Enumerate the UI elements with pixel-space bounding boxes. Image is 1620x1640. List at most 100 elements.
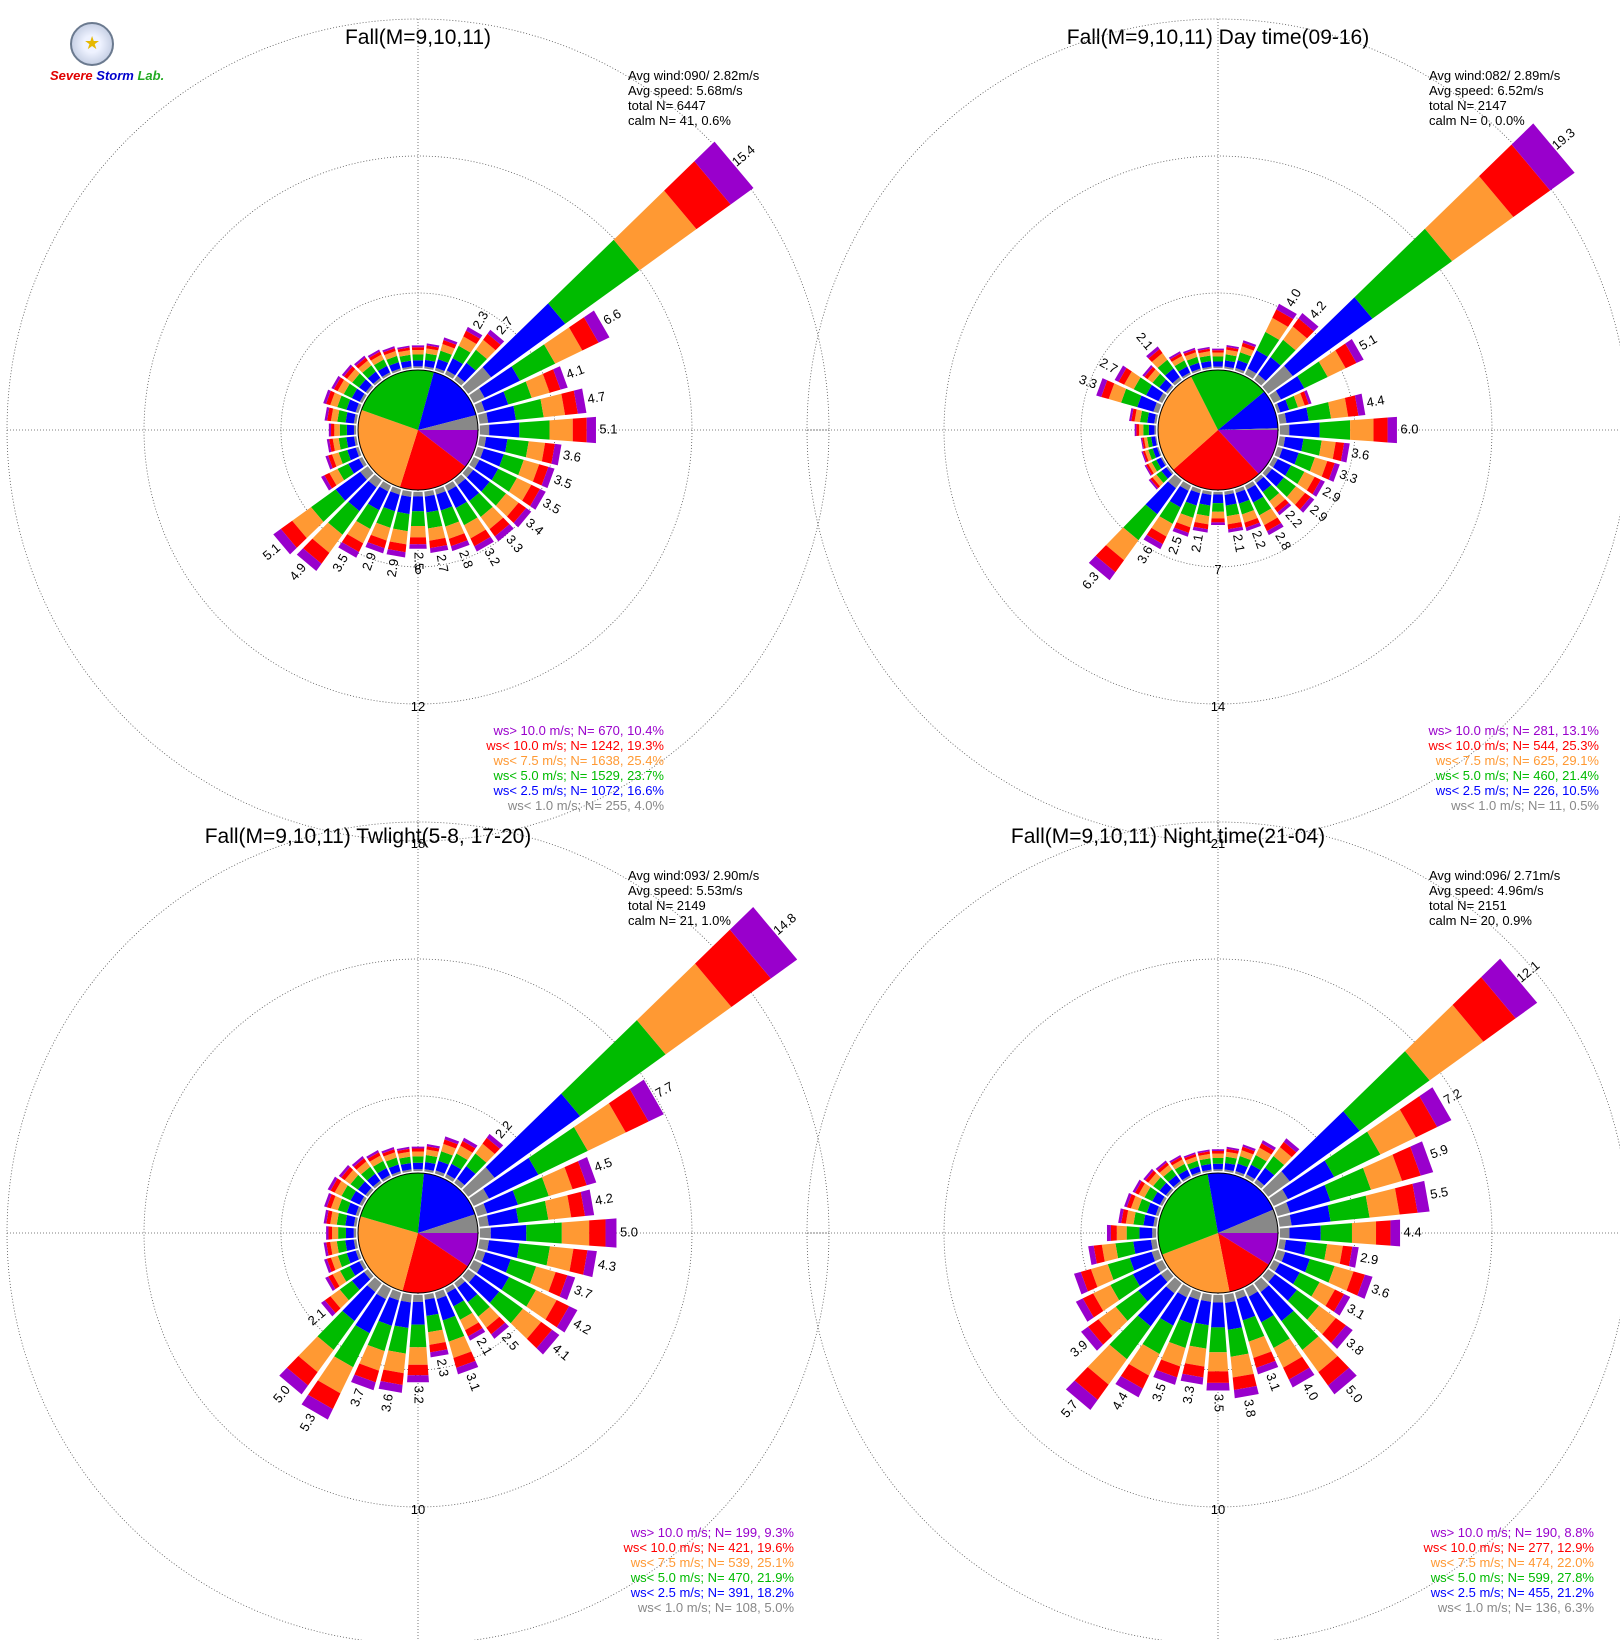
bar-segment-blue bbox=[1211, 1302, 1225, 1328]
bar-segment-gray bbox=[462, 1269, 476, 1283]
bar-segment-gray bbox=[1274, 446, 1283, 458]
bar-segment-blue bbox=[1284, 407, 1309, 424]
bar-segment-red bbox=[442, 340, 457, 349]
bar-segment-purple bbox=[583, 1250, 597, 1278]
bar-segment-blue bbox=[350, 1190, 365, 1205]
direction-bar: 2.5 bbox=[409, 491, 427, 570]
bar-segment-blue bbox=[1148, 424, 1155, 436]
bar-segment-purple bbox=[321, 475, 332, 491]
bar-segment-gray bbox=[1167, 474, 1182, 489]
bar-segment-green bbox=[1151, 459, 1162, 472]
bar-value-label: 2.9 bbox=[1320, 483, 1343, 505]
bar-segment-orange bbox=[1130, 1195, 1142, 1211]
bar-segment-gray bbox=[454, 1178, 465, 1189]
bar-segment-gray bbox=[360, 466, 374, 480]
bar-segment-green bbox=[1109, 1315, 1151, 1360]
bar-segment-gray bbox=[1201, 490, 1212, 495]
bar-segment-orange bbox=[1302, 1336, 1338, 1373]
bar-segment-blue bbox=[1139, 1227, 1153, 1239]
bar-segment-purple bbox=[1143, 1168, 1154, 1181]
bar-segment-purple bbox=[513, 508, 532, 528]
bar-value-label: 3.5 bbox=[329, 551, 351, 574]
bar-value-label: 3.9 bbox=[1067, 1337, 1090, 1360]
bar-segment-green bbox=[1146, 436, 1153, 448]
bar-value-label: 2.2 bbox=[1249, 529, 1269, 551]
bar-segment-orange bbox=[1125, 1210, 1136, 1225]
bar-segment-blue bbox=[446, 358, 463, 376]
direction-bar bbox=[1073, 1249, 1162, 1295]
bar-segment-red bbox=[1394, 1183, 1418, 1215]
bar-segment-orange bbox=[1230, 1353, 1254, 1378]
direction-bar bbox=[1142, 364, 1174, 394]
direction-bar: 2.8 bbox=[434, 486, 476, 570]
bar-segment-green bbox=[1319, 420, 1351, 440]
bar-segment-gray bbox=[444, 481, 457, 492]
bar-segment-green bbox=[337, 395, 351, 410]
bar-segment-blue bbox=[1159, 1182, 1172, 1196]
bar-segment-red bbox=[328, 1226, 333, 1240]
bar-segment-red bbox=[367, 1152, 381, 1162]
direction-bar: 3.5 bbox=[1149, 1289, 1202, 1403]
bar-segment-red bbox=[1080, 1268, 1098, 1292]
bar-segment-purple bbox=[487, 329, 505, 345]
bar-value-label: 6.0 bbox=[1400, 421, 1418, 436]
bar-segment-orange bbox=[1293, 393, 1305, 408]
bar-segment-green bbox=[505, 439, 529, 458]
bar-segment-red bbox=[1126, 1194, 1136, 1209]
bar-segment-green bbox=[1225, 1156, 1237, 1165]
bar-segment-green bbox=[440, 506, 460, 527]
bar-segment-green bbox=[481, 481, 507, 506]
direction-bar bbox=[1129, 408, 1158, 424]
bar-segment-gray bbox=[1151, 1249, 1162, 1262]
bar-segment-orange bbox=[1152, 474, 1164, 487]
bar-segment-orange bbox=[1161, 1342, 1186, 1367]
direction-bar bbox=[351, 1156, 382, 1189]
direction-bar: 3.3 bbox=[1077, 371, 1162, 414]
bar-segment-blue bbox=[1274, 1262, 1300, 1285]
direction-bar bbox=[424, 1144, 440, 1173]
direction-bar bbox=[434, 1136, 460, 1177]
bar-segment-purple bbox=[1242, 1144, 1256, 1152]
bar-segment-orange bbox=[1324, 1244, 1343, 1264]
bar-segment-orange bbox=[1211, 511, 1225, 519]
bar-segment-blue bbox=[397, 495, 412, 515]
legend-entry: ws> 10.0 m/s; N= 670, 10.4% bbox=[492, 723, 664, 738]
bar-segment-red bbox=[397, 347, 410, 353]
bar-segment-gray bbox=[1179, 481, 1192, 491]
bar-segment-orange bbox=[542, 1167, 573, 1196]
direction-bar bbox=[1182, 347, 1202, 374]
bar-segment-green bbox=[1115, 1290, 1148, 1321]
direction-bar: 2.7 bbox=[424, 490, 452, 574]
bar-segment-gray bbox=[367, 1277, 382, 1293]
bar-segment-purple bbox=[1132, 1179, 1142, 1193]
bar-segment-purple bbox=[279, 1367, 309, 1395]
bar-segment-purple bbox=[351, 1374, 376, 1391]
bar-segment-purple bbox=[327, 1176, 338, 1191]
bar-segment-purple bbox=[1211, 1149, 1225, 1152]
direction-bar: 5.0 bbox=[270, 1277, 382, 1406]
bar-segment-purple bbox=[474, 536, 494, 552]
bar-segment-green bbox=[1121, 388, 1142, 408]
bar-segment-orange bbox=[475, 339, 496, 360]
bar-segment-purple bbox=[1168, 351, 1181, 360]
bar-segment-orange bbox=[636, 963, 732, 1055]
legend-entry: ws> 10.0 m/s; N= 199, 9.3% bbox=[630, 1525, 795, 1540]
bar-segment-green bbox=[1297, 361, 1328, 389]
bar-segment-orange bbox=[346, 368, 360, 383]
pie-slice-blue bbox=[418, 1173, 476, 1233]
bar-segment-gray bbox=[462, 367, 492, 394]
bar-segment-orange bbox=[1311, 1282, 1335, 1307]
bar-segment-green bbox=[1153, 1177, 1167, 1191]
info-line: Avg wind:082/ 2.89m/s bbox=[1429, 68, 1561, 83]
bar-segment-green bbox=[1237, 1155, 1251, 1168]
bar-segment-orange bbox=[329, 468, 345, 486]
bar-segment-orange bbox=[545, 1195, 572, 1220]
bar-segment-gray bbox=[1224, 1293, 1236, 1303]
bar-segment-blue bbox=[1129, 1251, 1156, 1271]
bar-segment-red bbox=[1095, 545, 1125, 573]
bar-segment-blue bbox=[1283, 436, 1304, 452]
bar-segment-gray bbox=[1173, 1180, 1182, 1189]
bar-segment-purple bbox=[324, 1258, 332, 1274]
direction-bar: 4.7 bbox=[478, 388, 607, 424]
bar-value-label: 2.9 bbox=[1307, 502, 1330, 525]
